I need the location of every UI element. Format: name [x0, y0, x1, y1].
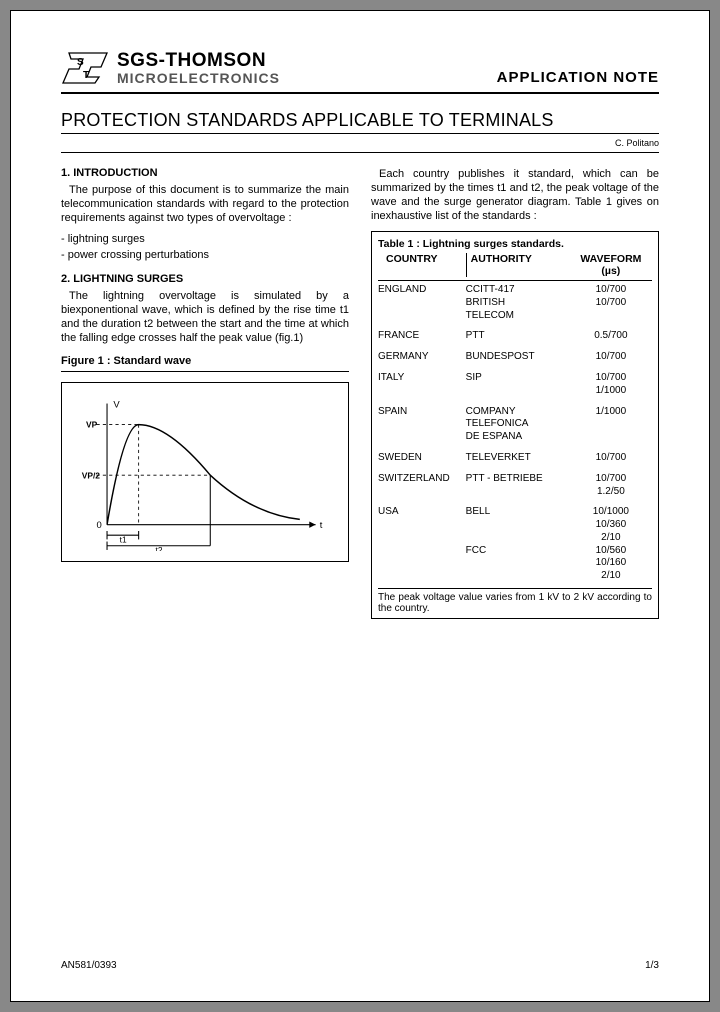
author-name: C. Politano: [61, 138, 659, 153]
section-heading-intro: 1. INTRODUCTION: [61, 167, 349, 179]
table-body: ENGLANDCCITT-417 BRITISH TELECOM10/700 1…: [378, 281, 652, 588]
table-row: SWEDENTELEVERKET10/700: [378, 449, 652, 470]
svg-text:VP: VP: [86, 420, 98, 430]
svg-text:t: t: [320, 520, 323, 531]
svg-text:t2: t2: [155, 545, 162, 551]
col2-paragraph: Each country publishes it standard, whic…: [371, 167, 659, 223]
table-row: SWITZERLANDPTT - BETRIEBE10/700 1.2/50: [378, 470, 652, 504]
page-footer: AN581/0393 1/3: [61, 960, 659, 971]
standard-wave-chart: V VP VP/2 0 t1 t2 t: [72, 393, 338, 551]
header: S T SGS-THOMSON MICROELECTRONICS APPLICA…: [61, 51, 659, 94]
left-column: 1. INTRODUCTION The purpose of this docu…: [61, 167, 349, 619]
logo-block: S T SGS-THOMSON MICROELECTRONICS: [61, 51, 280, 86]
svg-text:T: T: [83, 70, 89, 81]
title-block: PROTECTION STANDARDS APPLICABLE TO TERMI…: [61, 104, 659, 134]
st-logo-icon: S T: [61, 51, 109, 85]
svg-text:V: V: [113, 400, 120, 411]
table-header-row: COUNTRY AUTHORITY WAVEFORM(µs): [378, 253, 652, 281]
standards-table: Table 1 : Lightning surges standards. CO…: [371, 231, 659, 619]
table-row: ITALYSIP10/700 1/1000: [378, 369, 652, 403]
bullet-item: - lightning surges: [61, 233, 349, 245]
svg-text:t1: t1: [120, 535, 127, 545]
document-type-label: APPLICATION NOTE: [497, 69, 659, 86]
figure-box: V VP VP/2 0 t1 t2 t: [61, 382, 349, 562]
intro-paragraph: The purpose of this document is to summa…: [61, 183, 349, 225]
page-number: 1/3: [645, 960, 659, 971]
figure-caption: Figure 1 : Standard wave: [61, 355, 349, 372]
table-title: Table 1 : Lightning surges standards.: [378, 238, 652, 253]
table-row: ENGLANDCCITT-417 BRITISH TELECOM10/700 1…: [378, 281, 652, 327]
surge-paragraph: The lightning overvoltage is simulated b…: [61, 289, 349, 345]
table-row: GERMANYBUNDESPOST10/700: [378, 348, 652, 369]
table-row: USABELL FCC10/1000 10/360 2/10 10/560 10…: [378, 503, 652, 588]
svg-text:S: S: [77, 57, 84, 68]
section-heading-surges: 2. LIGHTNING SURGES: [61, 273, 349, 285]
bullet-item: - power crossing perturbations: [61, 249, 349, 261]
table-row: SPAINCOMPANY TELEFONICA DE ESPANA1/1000: [378, 403, 652, 449]
logo-company-name: SGS-THOMSON: [117, 51, 280, 71]
svg-text:0: 0: [97, 520, 102, 531]
table-header-country: COUNTRY: [378, 253, 466, 277]
page: S T SGS-THOMSON MICROELECTRONICS APPLICA…: [10, 10, 710, 1002]
svg-text:VP/2: VP/2: [82, 470, 101, 480]
table-footnote: The peak voltage value varies from 1 kV …: [378, 588, 652, 614]
logo-division-name: MICROELECTRONICS: [117, 71, 280, 86]
content-columns: 1. INTRODUCTION The purpose of this docu…: [61, 167, 659, 619]
table-row: FRANCEPTT0.5/700: [378, 327, 652, 348]
table-header-waveform: WAVEFORM(µs): [570, 253, 652, 277]
right-column: Each country publishes it standard, whic…: [371, 167, 659, 619]
table-header-authority: AUTHORITY: [466, 253, 570, 277]
page-title: PROTECTION STANDARDS APPLICABLE TO TERMI…: [61, 110, 659, 131]
doc-number: AN581/0393: [61, 960, 117, 971]
